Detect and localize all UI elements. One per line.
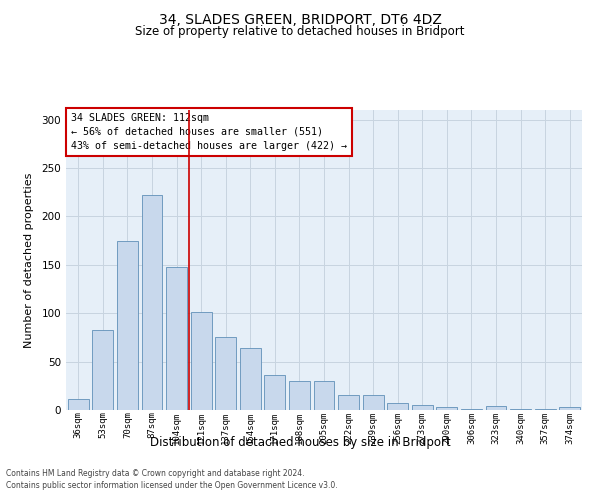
Bar — [68, 400, 89, 410]
Bar — [117, 240, 138, 410]
Bar — [240, 348, 261, 410]
Text: Contains HM Land Registry data © Crown copyright and database right 2024.: Contains HM Land Registry data © Crown c… — [6, 468, 305, 477]
Y-axis label: Number of detached properties: Number of detached properties — [25, 172, 34, 348]
Bar — [436, 407, 457, 410]
Bar — [362, 396, 383, 410]
Bar — [92, 330, 113, 410]
Bar — [289, 381, 310, 410]
Text: 34, SLADES GREEN, BRIDPORT, DT6 4DZ: 34, SLADES GREEN, BRIDPORT, DT6 4DZ — [158, 12, 442, 26]
Bar — [461, 409, 482, 410]
Bar — [559, 407, 580, 410]
Bar — [510, 409, 531, 410]
Text: Size of property relative to detached houses in Bridport: Size of property relative to detached ho… — [135, 25, 465, 38]
Bar — [215, 338, 236, 410]
Bar — [191, 312, 212, 410]
Bar — [142, 195, 163, 410]
Bar — [535, 409, 556, 410]
Text: Contains public sector information licensed under the Open Government Licence v3: Contains public sector information licen… — [6, 481, 338, 490]
Bar — [166, 267, 187, 410]
Text: 34 SLADES GREEN: 112sqm
← 56% of detached houses are smaller (551)
43% of semi-d: 34 SLADES GREEN: 112sqm ← 56% of detache… — [71, 113, 347, 151]
Bar — [412, 405, 433, 410]
Bar — [387, 403, 408, 410]
Bar — [338, 396, 359, 410]
Text: Distribution of detached houses by size in Bridport: Distribution of detached houses by size … — [149, 436, 451, 449]
Bar — [314, 381, 334, 410]
Bar — [265, 375, 286, 410]
Bar — [485, 406, 506, 410]
